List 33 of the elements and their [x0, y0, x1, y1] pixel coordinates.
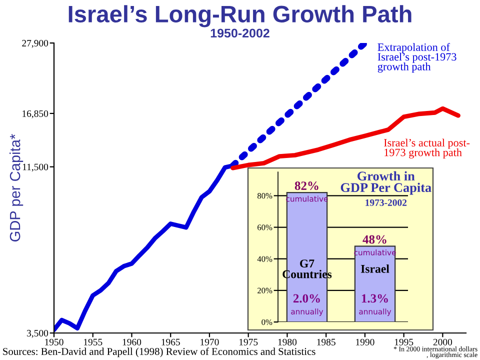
y-axis-title: GDP per Capita*: [10, 134, 24, 242]
chart-subtitle: 1950-2002: [210, 28, 270, 38]
chart-title: Growth in GDP Per Capita: [340, 171, 432, 195]
y-tick-label: 80%: [257, 193, 272, 199]
y-tick-label: 60%: [258, 224, 272, 230]
x-tick-label: 1950: [45, 338, 64, 346]
x-tick-label: Israel: [360, 264, 390, 273]
data-label: 82%: [294, 182, 318, 190]
x-tick-label: 1970: [200, 338, 219, 346]
annotation: Extrapolation of Israel’s post-1973 growth path: [378, 43, 456, 73]
x-tick-label: 1995: [394, 338, 414, 346]
annotation: 2.0%: [293, 294, 320, 303]
y-tick-label: 11,500: [22, 164, 48, 172]
annotation: 1.3%: [362, 294, 388, 303]
x-tick-label: 1985: [317, 338, 336, 346]
x-tick-label: 1975: [239, 338, 258, 346]
x-tick-label: 1980: [278, 338, 297, 346]
x-tick-label: 2000: [433, 338, 452, 346]
source-note: Sources: Ben-David and Papell (1998) Review of Economics and Statistics: [3, 348, 316, 358]
y-tick-label: 27,900: [22, 40, 48, 48]
annotation: Israel’s actual post- 1973 growth path: [384, 138, 470, 158]
text: 1973-2002: [366, 199, 407, 206]
data-label: 48%: [362, 235, 386, 244]
y-tick-label: 40%: [257, 256, 272, 262]
x-tick-label: 1960: [122, 338, 142, 346]
x-tick-label: 1990: [356, 338, 374, 346]
chart-title: Israel’s Long-Run Growth Path: [68, 5, 412, 28]
x-tick-label: 1955: [84, 338, 102, 346]
y-tick-label: 0%: [262, 319, 272, 325]
x-tick-label: 1965: [162, 338, 180, 346]
y-tick-label: 20%: [258, 288, 272, 294]
y-tick-label: 3,500: [27, 330, 48, 338]
y-tick-label: 16,850: [22, 110, 48, 118]
